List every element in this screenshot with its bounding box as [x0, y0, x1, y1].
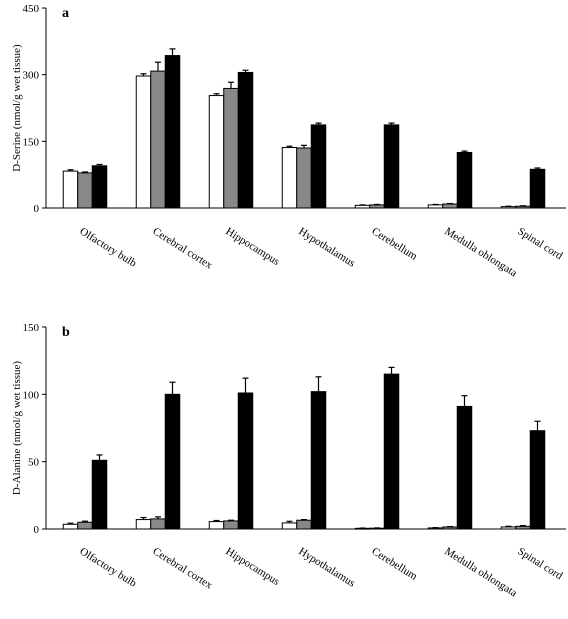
y-axis-title: D-Alanine (nmol/g wet tissue): [11, 361, 23, 495]
bar: [77, 172, 93, 209]
category-label: Hippocampus: [223, 225, 281, 268]
category-label: Spinal cord: [515, 545, 565, 582]
bar: [442, 203, 458, 209]
bar: [223, 87, 239, 209]
bar: [500, 526, 517, 530]
bar: [427, 204, 444, 209]
bar: [383, 124, 400, 209]
bar: [515, 205, 531, 209]
category-label: Cerebral cortex: [150, 545, 215, 592]
y-tick-label: 0: [34, 524, 40, 536]
bar: [208, 521, 225, 530]
category-label: Cerebral cortex: [150, 225, 215, 272]
category-label: Hypothalamus: [296, 225, 357, 269]
category-label: Medulla oblongata: [442, 225, 519, 279]
bar: [62, 523, 79, 530]
bar: [281, 147, 298, 209]
category-label: Cerebellum: [369, 225, 419, 263]
bar: [150, 70, 166, 209]
bar: [369, 204, 385, 209]
bar: [237, 392, 254, 530]
bar: [296, 147, 312, 209]
y-tick-label: 150: [23, 136, 40, 148]
bar: [164, 393, 181, 530]
y-tick-label: 100: [23, 389, 40, 401]
bar: [456, 405, 473, 530]
y-tick-label: 150: [23, 322, 40, 334]
bar: [237, 71, 254, 209]
bar: [529, 168, 546, 209]
bar: [135, 519, 152, 530]
bar: [62, 170, 79, 209]
bar: [135, 75, 152, 209]
y-tick-label: 300: [23, 70, 40, 82]
chart-panel-b: 0 50 100 150 D-Alanine (nmol/g wet tissue) b O…: [11, 322, 566, 599]
bar: [500, 206, 517, 209]
bar: [296, 519, 312, 530]
category-label: Olfactory bulb: [77, 545, 138, 590]
bar: [515, 525, 531, 530]
y-tick-label: 450: [23, 3, 40, 15]
category-label: Hypothalamus: [296, 545, 357, 589]
bar: [150, 518, 166, 530]
bar: [77, 521, 93, 530]
category-label: Cerebellum: [369, 545, 419, 583]
panel-label: b: [62, 325, 70, 340]
bar: [310, 124, 327, 209]
bar: [456, 151, 473, 209]
chart-panel-a: 0 150 300 450 D-Serine (nmol/g wet tissue) a O…: [11, 3, 566, 279]
y-axis-title: D-Serine (nmol/g wet tissue): [11, 44, 23, 172]
bar: [281, 522, 298, 530]
category-label: Spinal cord: [515, 225, 565, 262]
category-label: Medulla oblongata: [442, 545, 519, 599]
bar: [354, 204, 371, 209]
category-label: Olfactory bulb: [77, 225, 138, 270]
bar: [383, 373, 400, 530]
bar: [164, 55, 181, 209]
y-tick-label: 0: [34, 203, 40, 215]
bar: [442, 526, 458, 530]
bar: [310, 391, 327, 530]
panel-label: a: [62, 6, 69, 21]
bar: [529, 430, 546, 530]
bar: [223, 520, 239, 530]
y-tick-label: 50: [28, 457, 40, 469]
bar: [91, 165, 108, 209]
category-label: Hippocampus: [223, 545, 281, 588]
bar: [91, 459, 108, 530]
bar: [208, 95, 225, 209]
